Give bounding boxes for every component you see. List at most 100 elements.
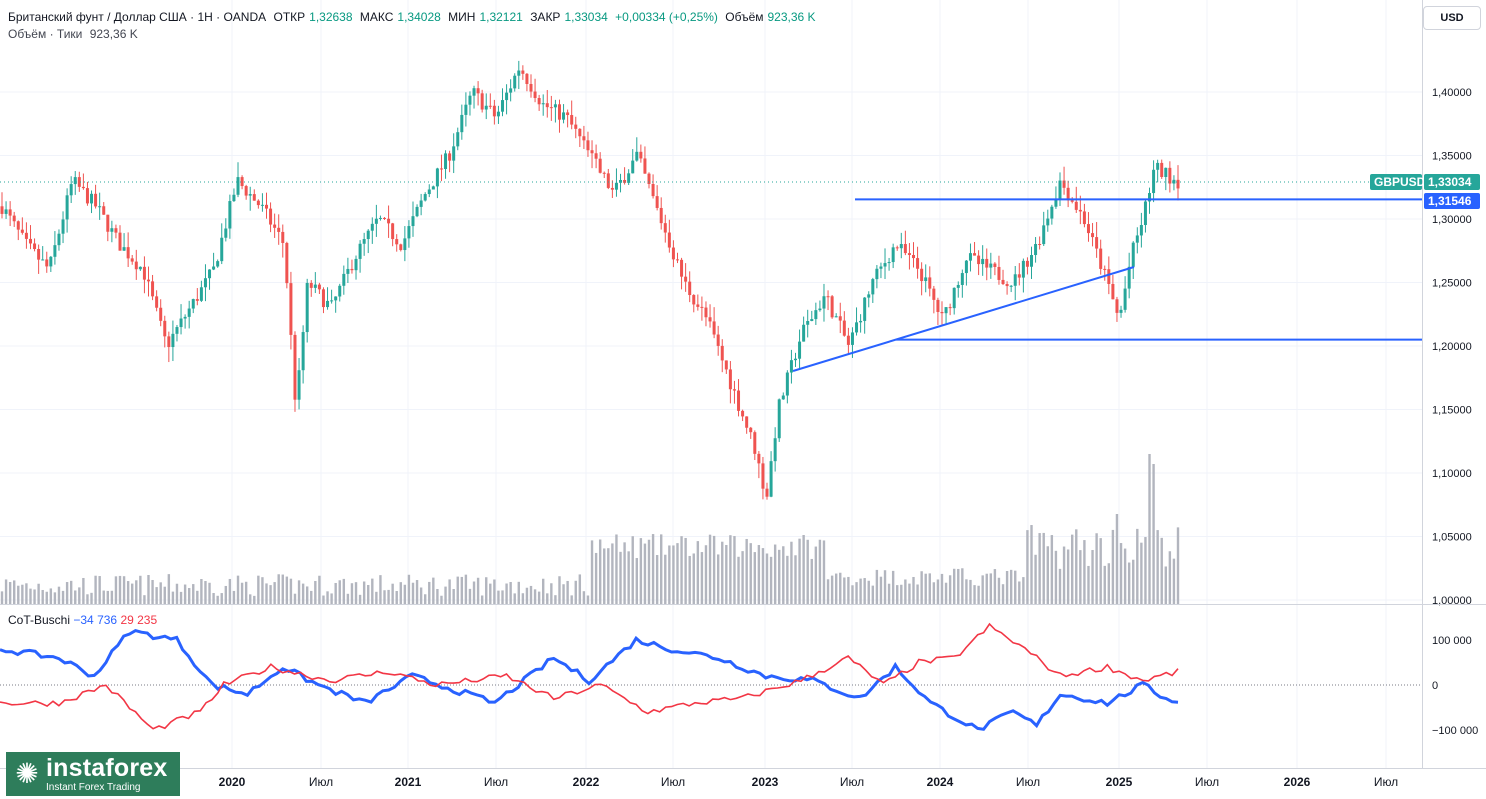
close-value: 1,33034 bbox=[564, 10, 608, 24]
candle-body bbox=[582, 136, 586, 141]
volume-bar bbox=[249, 594, 252, 604]
volume-bar bbox=[322, 595, 325, 604]
volume-line-label: Объём · Тики bbox=[8, 27, 83, 41]
volume-bar bbox=[696, 541, 700, 604]
volume-bar bbox=[155, 587, 158, 604]
candle-body bbox=[688, 281, 692, 296]
volume-bar bbox=[456, 576, 459, 604]
candle-body bbox=[362, 239, 366, 244]
candle-body bbox=[1030, 255, 1034, 267]
volume-bar bbox=[228, 578, 232, 604]
volume-bar bbox=[440, 595, 443, 604]
x-tick-label: Июл bbox=[484, 775, 508, 789]
candle-body bbox=[220, 237, 224, 262]
x-tick-label: Июл bbox=[1374, 775, 1398, 789]
candle-body bbox=[553, 104, 557, 108]
volume-bar bbox=[1095, 533, 1098, 604]
candle-body bbox=[855, 322, 859, 333]
x-tick-label: 2023 bbox=[752, 775, 779, 789]
candle-body bbox=[1013, 274, 1017, 286]
volume-bar bbox=[672, 545, 675, 604]
candle-body bbox=[264, 204, 268, 209]
volume-bar bbox=[883, 570, 887, 604]
volume-bar bbox=[814, 546, 818, 604]
candle-body bbox=[557, 104, 561, 120]
open-label: ОТКР bbox=[273, 10, 306, 24]
volume-bar bbox=[891, 570, 895, 604]
volume-bar bbox=[635, 558, 638, 604]
candle-body bbox=[228, 201, 232, 229]
volume-bar bbox=[175, 583, 179, 604]
volume-bar bbox=[928, 573, 931, 604]
high-value: 1,34028 bbox=[397, 10, 441, 24]
volume-bar bbox=[74, 590, 77, 604]
x-tick-label: Июл bbox=[1016, 775, 1040, 789]
candle-body bbox=[464, 104, 468, 115]
volume-bar bbox=[25, 583, 28, 604]
x-tick-label: Июл bbox=[1195, 775, 1219, 789]
candle-body bbox=[155, 296, 159, 308]
candle-body bbox=[281, 231, 285, 243]
volume-bar bbox=[1148, 454, 1151, 604]
candle-body bbox=[761, 463, 765, 489]
volume-bar bbox=[82, 577, 85, 604]
x-tick-label: Июл bbox=[661, 775, 685, 789]
volume-bar bbox=[204, 581, 207, 604]
volume-bar bbox=[476, 577, 480, 604]
candle-body bbox=[1091, 233, 1095, 238]
candle-body bbox=[509, 88, 513, 93]
x-tick-label: 2022 bbox=[573, 775, 600, 789]
candle-body bbox=[606, 173, 610, 188]
symbol-legend: Британский фунт / Доллар США · 1Н · OAND… bbox=[8, 10, 820, 24]
currency-button[interactable]: USD bbox=[1423, 6, 1481, 30]
candle-body bbox=[834, 316, 838, 318]
candle-body bbox=[859, 320, 863, 323]
candle-body bbox=[61, 219, 65, 234]
volume-bar bbox=[69, 580, 73, 604]
volume-bar bbox=[200, 578, 203, 604]
volume-bar bbox=[985, 573, 988, 604]
candle-body bbox=[1103, 268, 1107, 270]
candle-body bbox=[383, 217, 387, 219]
candle-body bbox=[1168, 167, 1172, 184]
candle-body bbox=[765, 488, 769, 497]
candle-body bbox=[1131, 242, 1135, 267]
candle-body bbox=[179, 318, 183, 328]
candle-body bbox=[175, 327, 179, 334]
candle-body bbox=[244, 186, 248, 196]
candle-body bbox=[212, 266, 216, 270]
volume-bar bbox=[472, 581, 476, 604]
candle-body bbox=[85, 188, 89, 204]
candle-body bbox=[1058, 180, 1062, 199]
volume-bar bbox=[1083, 540, 1086, 604]
candle-body bbox=[1176, 179, 1180, 189]
candle-body bbox=[643, 158, 647, 174]
volume-bar bbox=[53, 592, 57, 604]
candle-body bbox=[1038, 244, 1042, 246]
candle-body bbox=[749, 427, 753, 433]
candle-body bbox=[98, 206, 102, 208]
candle-body bbox=[635, 151, 639, 161]
candle-body bbox=[651, 183, 655, 197]
candle-body bbox=[4, 209, 8, 214]
volume-bar bbox=[753, 552, 757, 604]
candle-body bbox=[472, 88, 476, 96]
volume-bar bbox=[114, 576, 118, 604]
candle-body bbox=[53, 245, 57, 257]
volume-bar bbox=[749, 543, 752, 604]
volume-bar bbox=[875, 569, 879, 604]
candle-body bbox=[912, 254, 916, 259]
candle-body bbox=[1046, 218, 1050, 226]
volume-bar bbox=[411, 582, 415, 604]
volume-bar bbox=[529, 585, 533, 604]
candle-body bbox=[106, 214, 110, 232]
low-label: МИН bbox=[448, 10, 476, 24]
candle-body bbox=[940, 311, 944, 314]
volume-bar bbox=[273, 582, 276, 604]
y-tick-label: 1,15000 bbox=[1432, 405, 1472, 417]
volume-bar bbox=[757, 545, 761, 604]
volume-bar bbox=[423, 594, 427, 604]
volume-bar bbox=[769, 556, 773, 604]
candle-body bbox=[289, 283, 293, 335]
